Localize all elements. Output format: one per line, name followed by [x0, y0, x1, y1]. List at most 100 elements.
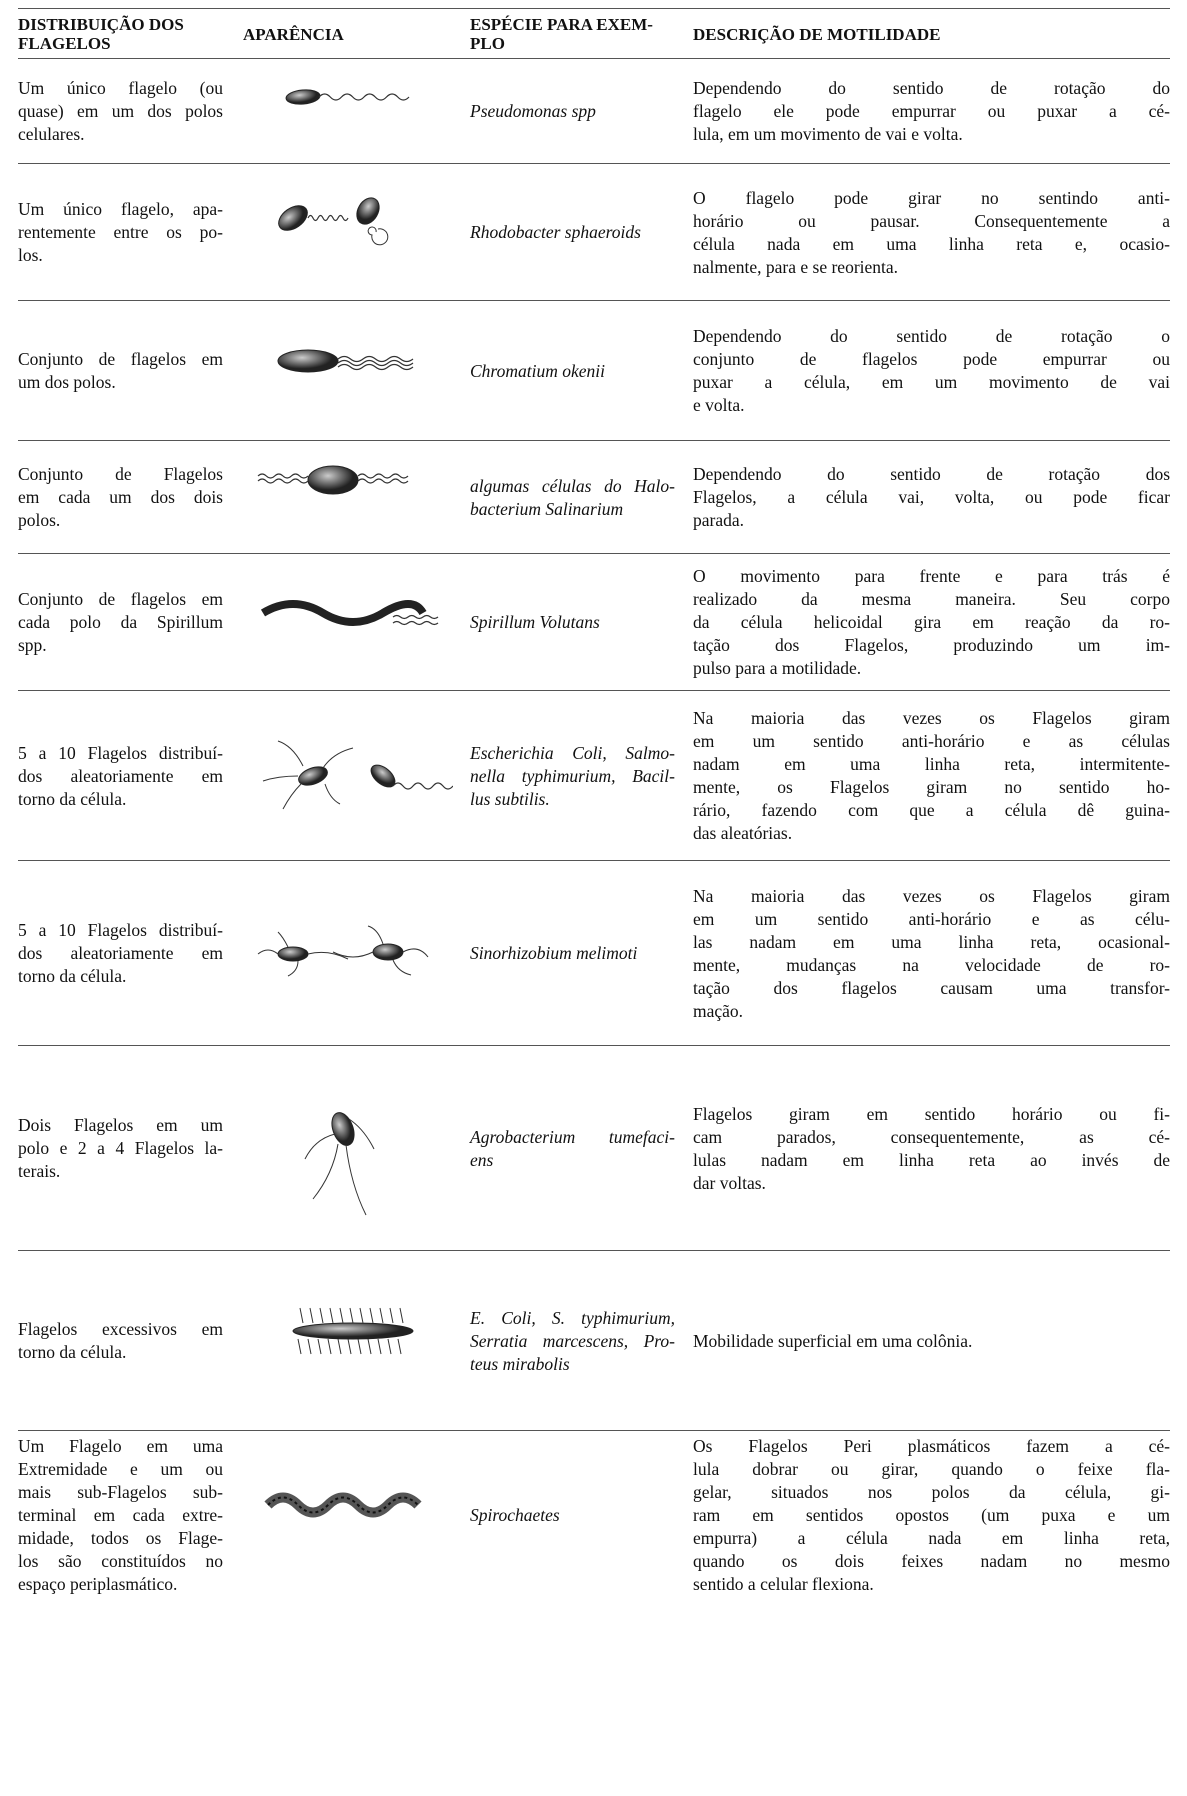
text-line: dar voltas.	[693, 1172, 766, 1193]
text-line: da célula helicoidal gira em reação da r…	[693, 612, 1170, 632]
text-line: mente, os Flagelos giram no sentido ho-	[693, 777, 1170, 797]
header-cell: DESCRIÇÃO DE MOTILIDADE	[693, 9, 1170, 59]
text-line: APARÊNCIA	[243, 24, 344, 44]
text-line: das aleatórias.	[693, 823, 793, 843]
text-line: Conjunto de Flagelos	[18, 464, 223, 484]
text-line: nadam em uma linha reta, intermitente-	[693, 754, 1170, 774]
text-line: e volta.	[693, 395, 745, 415]
text-line: nella typhimurium, Bacil-	[470, 765, 675, 786]
text-line: quando os dois feixes nadam no mesmo	[693, 1550, 1170, 1571]
header-cell: ESPÉCIE PARA EXEM- PLO	[470, 9, 675, 59]
text-line: Flagelos giram em sentido horário ou fi-	[693, 1103, 1170, 1124]
table-row: 5 a 10 Flagelos distribuí-dos aleatoriam…	[18, 860, 1170, 1046]
text-line: dos aleatoriamente em	[18, 765, 223, 786]
distribution-cell: Dois Flagelos em um polo e 2 a 4 Flagelos…	[18, 1046, 223, 1251]
text-line: Na maioria das vezes os Flagelos giram	[693, 885, 1170, 906]
header-cell: APARÊNCIA	[243, 9, 443, 59]
text-line: lulas nadam em linha reta ao invés de	[693, 1149, 1170, 1170]
text-line: flagelo ele pode empurrar ou puxar a cé-	[693, 101, 1170, 121]
species-cell: Rhodobacter sphaeroids	[470, 164, 675, 301]
text-line: lus subtilis.	[470, 788, 550, 809]
text-line: dos aleatoriamente em	[18, 943, 223, 963]
text-line: E. Coli, S. typhimurium,	[470, 1307, 675, 1328]
text-line: midade, todos os Flage-	[18, 1527, 223, 1548]
text-line: Serratia marcescens, Pro-	[470, 1330, 675, 1351]
species-cell: Sinorhizobium melimoti	[470, 861, 675, 1046]
text-line: Escherichia Coli, Salmo-	[470, 742, 675, 763]
text-line: pulso para a motilidade.	[693, 658, 862, 678]
text-line: torno da célula.	[18, 966, 127, 986]
text-line: torno da célula.	[18, 788, 127, 809]
description-cell: Os Flagelos Peri plasmáticos fazem a cé-…	[693, 1431, 1170, 1599]
text-line: polo e 2 a 4 Flagelos la-	[18, 1138, 223, 1158]
text-line: las nadam em uma linha reta, ocasional-	[693, 931, 1170, 952]
text-line: quase) em um dos polos	[18, 101, 223, 121]
text-line: Conjunto de flagelos em	[18, 349, 223, 369]
flagella-illustration	[277, 349, 414, 373]
distribution-cell: Conjunto de flagelos em um dos polos.	[18, 301, 223, 441]
flagella-illustration	[285, 88, 410, 105]
distribution-cell: Conjunto de Flagelos em cada um dos dois p…	[18, 441, 223, 554]
species-cell: Pseudomonas spp	[470, 59, 675, 164]
text-line: Extremidade e um ou	[18, 1458, 223, 1479]
text-line: um dos polos.	[18, 372, 116, 392]
text-line: Spirochaetes	[470, 1504, 560, 1525]
description-cell: Flagelos giram em sentido horário ou fi-…	[693, 1046, 1170, 1251]
description-cell: O flagelo pode girar no sentindo anti-ho…	[693, 164, 1170, 301]
text-line: Chromatium okenii	[470, 360, 605, 381]
text-line: Flagelos, a célula vai, volta, ou pode f…	[693, 487, 1170, 507]
text-line: los são constituídos no	[18, 1550, 223, 1571]
table-row: Dois Flagelos em um polo e 2 a 4 Flagelos…	[18, 1045, 1170, 1251]
species-cell: Chromatium okenii	[470, 301, 675, 441]
text-line: Rhodobacter sphaeroids	[470, 222, 641, 242]
description-cell: Dependendo do sentido de rotação o conjun…	[693, 301, 1170, 441]
text-line: gelar, situados nos polos da célula, gi-	[693, 1481, 1170, 1502]
text-line: tação dos flagelos causam uma transfor-	[693, 977, 1170, 998]
description-cell: Na maioria das vezes os Flagelos giram em…	[693, 861, 1170, 1046]
text-line: terais.	[18, 1161, 61, 1181]
description-cell: O movimento para frente e para trás é rea…	[693, 554, 1170, 691]
species-cell: Agrobacterium tumefaci-ens	[470, 1046, 675, 1251]
table-row: Conjunto de flagelos em um dos polos. Chro…	[18, 300, 1170, 441]
text-line: cam parados, consequentemente, as cé-	[693, 1126, 1170, 1147]
distribution-cell: Um único flagelo (ou quase) em um dos pol…	[18, 59, 223, 164]
species-cell: Spirochaetes	[470, 1431, 675, 1599]
text-line: Mobilidade superficial em uma colônia.	[693, 1330, 973, 1351]
text-line: rário, fazendo com que a célula dê guina…	[693, 800, 1170, 820]
text-line: torno da célula.	[18, 1342, 127, 1362]
text-line: celulares.	[18, 124, 85, 144]
text-line: rentemente entre os po-	[18, 222, 223, 242]
text-line: Os Flagelos Peri plasmáticos fazem a cé-	[693, 1435, 1170, 1456]
text-line: Dependendo do sentido de rotação dos	[693, 464, 1170, 484]
text-line: sentido a celular flexiona.	[693, 1573, 874, 1594]
text-line: Agrobacterium tumefaci-	[470, 1126, 675, 1147]
header-row: DISTRIBUIÇÃO DOS FLAGELOS APARÊNCIA ESPÉCIE…	[18, 8, 1170, 59]
text-line: nalmente, para e se reorienta.	[693, 256, 899, 277]
species-cell: Escherichia Coli, Salmo-nella typhimuriu…	[470, 691, 675, 861]
distribution-cell: Um único flagelo, apa-rentemente entre o…	[18, 164, 223, 301]
text-line: em um sentido anti-horário e as célu-	[693, 908, 1170, 929]
flagella-illustration	[278, 196, 389, 245]
table-row: Um único flagelo (ou quase) em um dos pol…	[18, 58, 1170, 164]
text-line: teus mirabolis	[470, 1353, 570, 1374]
text-line: polos.	[18, 510, 61, 530]
flagella-illustration	[264, 1492, 422, 1518]
text-line: terminal em cada extre-	[18, 1504, 223, 1525]
distribution-cell: Conjunto de flagelos em cada polo da Spir…	[18, 554, 223, 691]
text-line: mais sub-Flagelos sub-	[18, 1481, 223, 1502]
table-row: Conjunto de Flagelos em cada um dos dois p…	[18, 440, 1170, 554]
text-line: Na maioria das vezes os Flagelos giram	[693, 708, 1170, 728]
text-line: célula nada em uma linha reta e, ocasio-	[693, 233, 1170, 254]
flagella-illustration	[257, 925, 429, 976]
text-line: O flagelo pode girar no sentindo anti-	[693, 187, 1170, 208]
text-line: O movimento para frente e para trás é	[693, 566, 1170, 586]
text-line: parada.	[693, 510, 745, 530]
text-line: DISTRIBUIÇÃO DOS	[18, 15, 184, 34]
text-line: espaço periplasmático.	[18, 1573, 178, 1594]
flagella-illustration	[262, 740, 453, 810]
text-line: Flagelos excessivos em	[18, 1319, 223, 1339]
species-cell: Spirillum Volutans	[470, 554, 675, 691]
text-line: horário ou pausar. Consequentemente a	[693, 210, 1170, 231]
description-cell: Mobilidade superficial em uma colônia.	[693, 1251, 1170, 1431]
